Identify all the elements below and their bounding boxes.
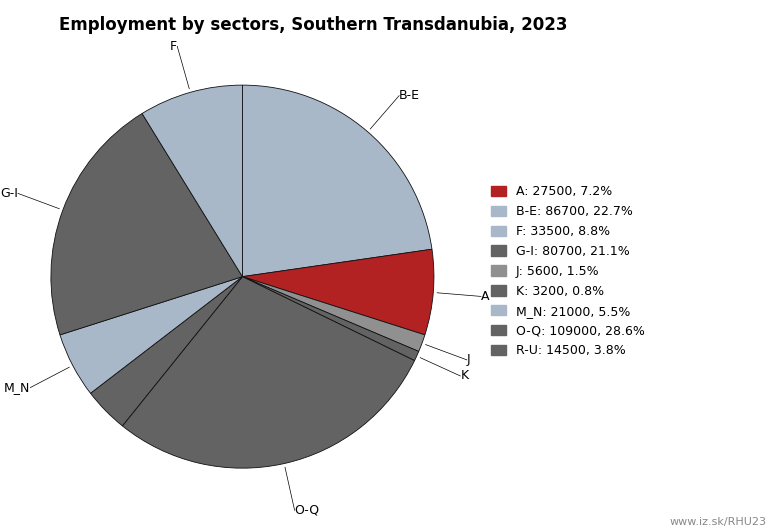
Text: F: F bbox=[170, 40, 178, 53]
Wedge shape bbox=[242, 277, 418, 361]
Text: G-I: G-I bbox=[0, 187, 18, 200]
Text: www.iz.sk/RHU23: www.iz.sk/RHU23 bbox=[669, 517, 766, 527]
Text: Employment by sectors, Southern Transdanubia, 2023: Employment by sectors, Southern Transdan… bbox=[59, 16, 567, 34]
Wedge shape bbox=[51, 113, 242, 335]
Wedge shape bbox=[242, 277, 425, 352]
Wedge shape bbox=[123, 277, 414, 468]
Text: M_N: M_N bbox=[4, 381, 30, 394]
Wedge shape bbox=[242, 249, 434, 335]
Wedge shape bbox=[91, 277, 242, 426]
Text: B-E: B-E bbox=[399, 89, 420, 102]
Text: K: K bbox=[461, 369, 468, 383]
Wedge shape bbox=[242, 85, 432, 277]
Text: A: A bbox=[481, 290, 490, 303]
Wedge shape bbox=[60, 277, 242, 393]
Text: O-Q: O-Q bbox=[295, 504, 320, 517]
Text: J: J bbox=[467, 353, 471, 367]
Legend: A: 27500, 7.2%, B-E: 86700, 22.7%, F: 33500, 8.8%, G-I: 80700, 21.1%, J: 5600, 1: A: 27500, 7.2%, B-E: 86700, 22.7%, F: 33… bbox=[491, 185, 645, 358]
Wedge shape bbox=[142, 85, 242, 277]
